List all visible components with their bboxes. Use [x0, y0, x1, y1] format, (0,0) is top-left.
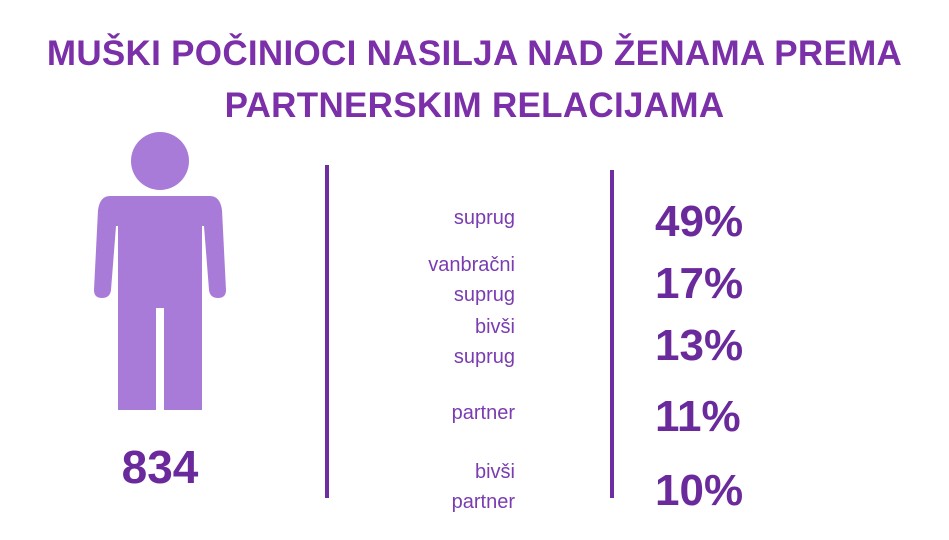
row-label: vanbračni suprug	[428, 254, 515, 306]
row-label: partner	[451, 402, 515, 424]
row-value: 10%	[655, 466, 744, 515]
row-value: 13%	[655, 321, 744, 370]
title: MUŠKI POČINIOCI NASILJA NAD ŽENAMA PREMA	[46, 34, 903, 73]
divider	[610, 170, 614, 498]
row-label: bivši suprug	[453, 316, 515, 368]
row-value: 49%	[655, 197, 744, 246]
row-value: 17%	[655, 259, 744, 308]
row-value: 11%	[655, 392, 741, 441]
row-label: bivši partner	[451, 461, 515, 513]
divider	[325, 165, 329, 498]
row-label: suprug	[453, 207, 515, 229]
person-icon	[94, 132, 226, 410]
total: 834	[121, 441, 199, 493]
title: PARTNERSKIM RELACIJAMA	[224, 86, 725, 125]
